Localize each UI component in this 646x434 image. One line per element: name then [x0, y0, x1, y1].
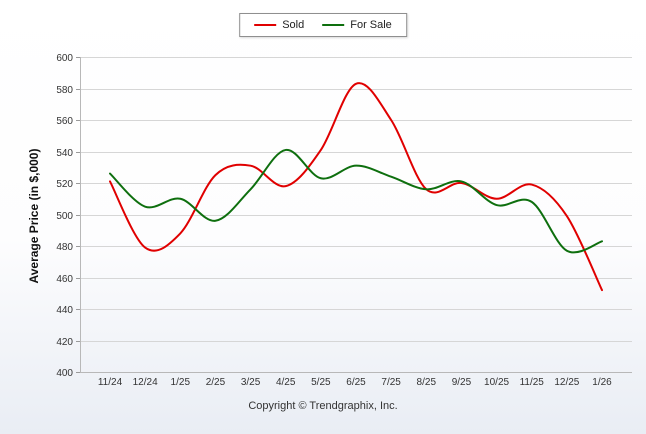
sold-line-swatch — [254, 24, 277, 26]
x-tick-label: 11/24 — [98, 377, 123, 388]
for-sale-line — [109, 148, 603, 254]
legend-label-sold: Sold — [282, 19, 305, 31]
x-tick-label: 12/25 — [554, 377, 579, 388]
x-tick-label: 7/25 — [381, 377, 401, 388]
y-tick-label: 400 — [56, 368, 73, 379]
legend-label-for-sale: For Sale — [350, 19, 392, 31]
y-tick-label: 520 — [56, 179, 73, 190]
x-tick-label: 5/25 — [311, 377, 331, 388]
x-tick-label: 3/25 — [241, 377, 261, 388]
legend: Sold For Sale — [239, 13, 407, 37]
x-tick-label: 1/25 — [171, 377, 191, 388]
y-tick-label: 480 — [56, 242, 73, 253]
legend-item-for-sale: For Sale — [322, 19, 392, 31]
x-tick-label: 8/25 — [417, 377, 437, 388]
x-tick-label: 10/25 — [484, 377, 509, 388]
y-tick-label: 460 — [56, 274, 73, 285]
x-tick-label: 1/26 — [592, 377, 612, 388]
legend-item-sold: Sold — [254, 19, 304, 31]
y-tick-label: 440 — [56, 305, 73, 316]
y-axis-title: Average Price (in $,000) — [27, 148, 41, 284]
y-tick-label: 420 — [56, 337, 73, 348]
sold-line — [109, 82, 603, 292]
y-tick-label: 600 — [56, 53, 73, 64]
x-tick-label: 2/25 — [206, 377, 226, 388]
y-tick-label: 540 — [56, 148, 73, 159]
y-tick-label: 560 — [56, 116, 73, 127]
x-tick-label: 6/25 — [346, 377, 366, 388]
x-tick-label: 4/25 — [276, 377, 296, 388]
copyright-text: Copyright © Trendgraphix, Inc. — [248, 400, 398, 412]
y-tick-label: 500 — [56, 211, 73, 222]
x-tick-label: 12/24 — [133, 377, 158, 388]
x-tick-label: 9/25 — [452, 377, 472, 388]
y-tick-label: 580 — [56, 85, 73, 96]
x-tick-label: 11/25 — [520, 377, 545, 388]
for-sale-line-swatch — [322, 24, 345, 26]
